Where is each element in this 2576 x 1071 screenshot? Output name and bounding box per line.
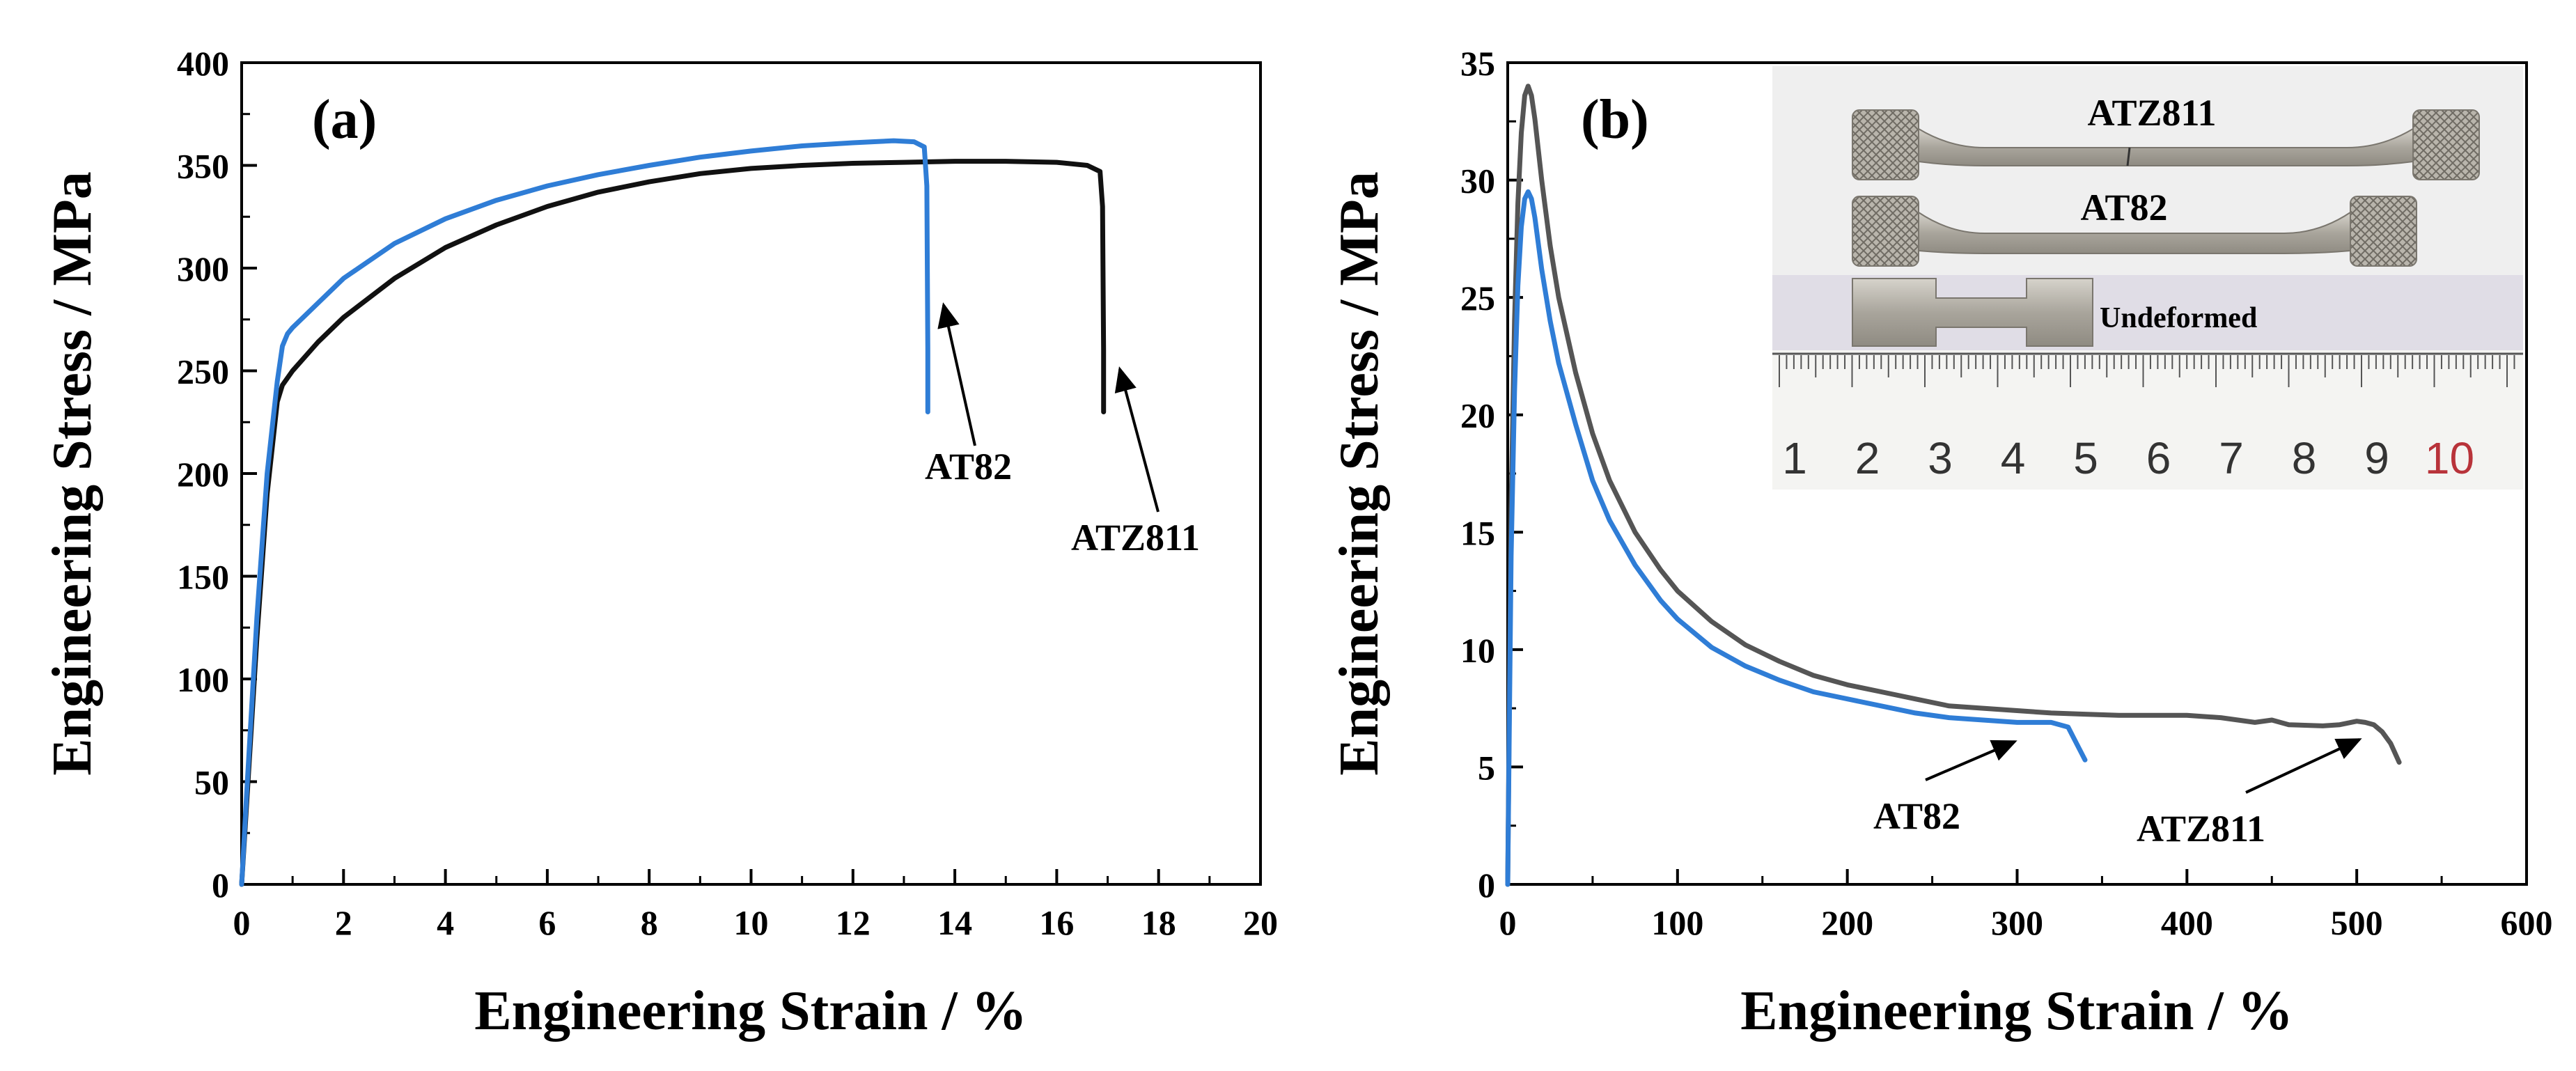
- x-tick-label: 16: [1039, 903, 1074, 942]
- panel-a-series: [239, 138, 1107, 887]
- ruler-number: 7: [2219, 433, 2244, 483]
- x-tick-label: 18: [1141, 903, 1176, 942]
- y-tick-label: 400: [177, 44, 229, 83]
- x-tick-label: 0: [233, 903, 251, 942]
- panel-b-arrow-atz811: [2245, 738, 2362, 794]
- ruler-number: 1: [1782, 433, 1807, 483]
- y-tick-label: 15: [1460, 513, 1495, 552]
- panel-b-arrow-at82: [1925, 740, 2017, 781]
- y-tick-label: 10: [1460, 631, 1495, 670]
- series-line-atz811: [239, 159, 1107, 887]
- panel-a-ticks: 0 2 4 6 8 10 12 14 16 18 2005010015020025030035040…: [177, 44, 1278, 942]
- ruler-number: 3: [1928, 433, 1953, 483]
- x-tick-label: 0: [1499, 903, 1517, 942]
- x-tick-label: 20: [1243, 903, 1278, 942]
- specimen-undeformed: [1852, 278, 2093, 347]
- y-tick-label: 250: [177, 352, 229, 391]
- ruler-numbers: 1 2 3 4 5 6 7 8 9 10: [1782, 433, 2474, 483]
- panel-a-annotation-at82: AT82: [925, 446, 1012, 487]
- y-tick-label: 25: [1460, 279, 1495, 318]
- x-tick-label: 8: [641, 903, 658, 942]
- panel-a-plot-frame: [240, 61, 1262, 886]
- y-tick-label: 35: [1460, 44, 1495, 83]
- inset-label-undeformed: Undeformed: [2100, 302, 2257, 334]
- ruler-number: 8: [2292, 433, 2317, 483]
- panel-b-series: [1505, 84, 2402, 887]
- specimen-atz811: [1852, 109, 2480, 180]
- inset-label-at82: AT82: [2080, 187, 2167, 228]
- panel-b-annotation-at82: AT82: [1873, 795, 1960, 837]
- ruler-number: 10: [2425, 433, 2474, 483]
- series-line-atz811: [1505, 84, 2402, 887]
- ruler-number: 4: [2001, 433, 2026, 483]
- y-tick-label: 100: [177, 660, 229, 699]
- y-tick-label: 0: [212, 866, 229, 905]
- series-line-at82: [1505, 189, 2088, 887]
- panel-a-arrow-at82: [937, 302, 976, 446]
- y-tick-label: 50: [194, 763, 229, 802]
- x-tick-label: 100: [1651, 903, 1703, 942]
- x-tick-label: 10: [734, 903, 769, 942]
- x-tick-label: 600: [2501, 903, 2553, 942]
- panel-b-annotation-atz811: ATZ811: [2137, 808, 2265, 850]
- y-tick-label: 20: [1460, 396, 1495, 435]
- panel-a-arrow-atz811: [1114, 366, 1160, 513]
- x-tick-label: 500: [2331, 903, 2383, 942]
- ruler-number: 9: [2364, 433, 2389, 483]
- y-tick-label: 5: [1478, 748, 1495, 787]
- x-tick-label: 200: [1821, 903, 1873, 942]
- panel-a-annotation-atz811: ATZ811: [1071, 517, 1200, 558]
- x-tick-label: 2: [335, 903, 352, 942]
- x-tick-label: 400: [2161, 903, 2213, 942]
- x-tick-label: 4: [437, 903, 454, 942]
- series-line-at82: [239, 138, 930, 887]
- y-tick-label: 150: [177, 558, 229, 597]
- ruler-number: 6: [2146, 433, 2171, 483]
- panel-a-label: (a): [312, 89, 377, 150]
- y-tick-label: 300: [177, 249, 229, 288]
- y-tick-label: 30: [1460, 162, 1495, 201]
- panel-b-ylabel: Engineering Stress / MPa: [1329, 171, 1390, 775]
- y-tick-label: 200: [177, 455, 229, 494]
- panel-b-xlabel: Engineering Strain / %: [1740, 980, 2293, 1042]
- panel-a-chart: 0 2 4 6 8 10 12 14 16 18 2005010015020025030035040…: [42, 44, 1278, 1042]
- ruler-number: 5: [2073, 433, 2098, 483]
- panel-a-ylabel: Engineering Stress / MPa: [42, 171, 103, 775]
- inset-label-atz811: ATZ811: [2087, 92, 2216, 134]
- ruler-number: 2: [1855, 433, 1880, 483]
- x-tick-label: 300: [1991, 903, 2043, 942]
- x-tick-label: 6: [538, 903, 556, 942]
- y-tick-label: 0: [1478, 866, 1495, 905]
- ruler-ticks: [1779, 355, 2515, 387]
- x-tick-label: 12: [836, 903, 871, 942]
- x-tick-label: 14: [937, 903, 972, 942]
- specimen-photo-inset: 1 2 3 4 5 6 7 8 9 10 ATZ811 AT82 Undeformed: [1772, 66, 2523, 490]
- specimen-at82: [1852, 196, 2417, 267]
- panel-b-label: (b): [1581, 89, 1649, 150]
- panel-a-xlabel: Engineering Strain / %: [474, 980, 1027, 1042]
- y-tick-label: 350: [177, 147, 229, 186]
